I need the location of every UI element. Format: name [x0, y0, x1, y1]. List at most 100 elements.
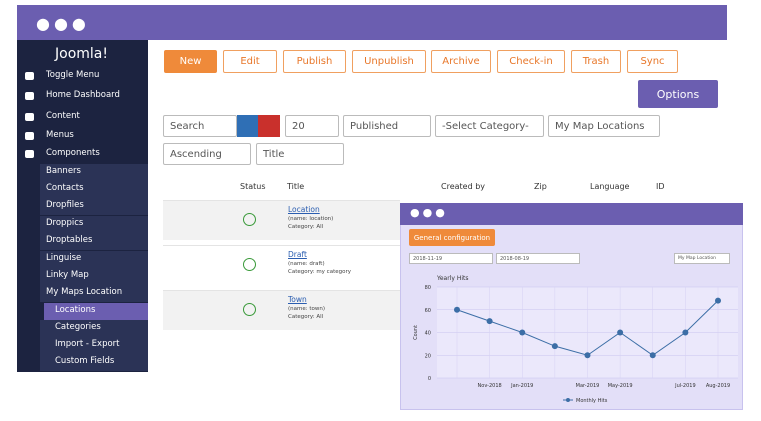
menu-item[interactable]: Linguise: [46, 253, 82, 263]
table-header: ID: [656, 182, 665, 191]
row-category: Category: my category: [288, 269, 351, 275]
menu-item[interactable]: Linky Map: [46, 270, 89, 280]
menu-item[interactable]: Contacts: [46, 183, 84, 193]
filter-field[interactable]: Title: [256, 143, 344, 165]
legend-label: Monthly Hits: [576, 398, 608, 404]
filter-map[interactable]: My Map Locations: [548, 115, 660, 137]
point: [454, 306, 460, 313]
y-tick-label: 40: [425, 331, 431, 337]
menu-icon: [25, 132, 34, 140]
sub-bg: [40, 268, 148, 285]
sub-bg: [40, 216, 148, 233]
point: [551, 343, 558, 350]
menu-item[interactable]: Banners: [46, 166, 81, 176]
menu-icon: [25, 113, 34, 121]
row-title[interactable]: Draft: [288, 250, 307, 259]
table-header: Title: [287, 182, 305, 191]
menu-item[interactable]: Categories: [55, 322, 101, 332]
menu-item[interactable]: Menus: [46, 130, 74, 140]
menu-item[interactable]: My Maps Location: [46, 287, 123, 297]
row-alias: (name: draft): [288, 261, 325, 267]
toolbar-button[interactable]: Archive: [431, 50, 491, 73]
y-tick-label: 0: [428, 376, 431, 382]
point: [682, 329, 689, 336]
menu-item[interactable]: Content: [46, 111, 80, 121]
menu-item[interactable]: Custom Fields: [55, 356, 115, 366]
search-button[interactable]: [237, 115, 258, 137]
menu-item[interactable]: Toggle Menu: [46, 70, 100, 80]
x-tick-label: May-2019: [608, 383, 633, 389]
point: [584, 352, 591, 359]
filter-limit[interactable]: 20: [285, 115, 339, 137]
row-alias: (name: town): [288, 306, 325, 312]
table-header: Status: [240, 182, 266, 191]
sub-bg: [40, 320, 148, 337]
toolbar-button[interactable]: New: [164, 50, 217, 73]
menu-item[interactable]: Home Dashboard: [46, 90, 120, 100]
popup-dots: ●●●: [410, 206, 448, 219]
toolbar-button[interactable]: Publish: [283, 50, 346, 73]
table-row: [163, 200, 400, 240]
y-tick-label: 20: [425, 353, 431, 359]
dots: ●●●: [36, 14, 90, 33]
table-row: [163, 290, 400, 330]
menu-icon: [25, 72, 34, 80]
legend-dot: [566, 398, 570, 402]
sub-bg: [40, 233, 148, 250]
clear-button[interactable]: [258, 115, 280, 137]
point: [617, 329, 624, 336]
filter-status[interactable]: Published: [343, 115, 431, 137]
point: [519, 329, 526, 336]
toolbar-button[interactable]: Unpublish: [352, 50, 426, 73]
row-title[interactable]: Location: [288, 205, 320, 214]
x-tick-label: Jul-2019: [674, 383, 696, 389]
filter-category[interactable]: -Select Category-: [435, 115, 544, 137]
status-icon: [243, 258, 256, 271]
menu-item[interactable]: Import - Export: [55, 339, 120, 349]
point: [715, 297, 721, 304]
filter-order[interactable]: Ascending: [163, 143, 251, 165]
status-icon: [243, 213, 256, 226]
toolbar-button[interactable]: Sync: [627, 50, 678, 73]
menu-icon: [25, 150, 34, 158]
y-axis-label: Count: [413, 325, 419, 340]
sub-bg: [40, 181, 148, 198]
popup-bar: [400, 203, 743, 225]
status-icon: [243, 303, 256, 316]
sub-bg: [40, 285, 148, 302]
menu-item[interactable]: Dropfiles: [46, 200, 84, 210]
brand: Joomla!: [55, 46, 108, 62]
sub-bg: [40, 354, 148, 371]
menu-item[interactable]: Components: [46, 148, 100, 158]
table-header: Zip: [534, 182, 547, 191]
y-tick-label: 80: [425, 285, 431, 291]
menu-item[interactable]: Locations: [55, 305, 96, 315]
toolbar-button[interactable]: Check-in: [497, 50, 565, 73]
config-button[interactable]: General configuration: [409, 229, 495, 246]
window-bar: [17, 5, 727, 40]
row-title[interactable]: Town: [288, 295, 307, 304]
date-from[interactable]: 2018-11-19: [409, 253, 493, 264]
x-tick-label: Mar-2019: [576, 383, 600, 389]
filter-search[interactable]: Search: [163, 115, 237, 137]
table-row: [163, 245, 400, 285]
toolbar-button[interactable]: Trash: [571, 50, 621, 73]
active-item: [44, 303, 148, 320]
row-alias: (name: location): [288, 216, 334, 222]
table-header: Language: [590, 182, 630, 191]
menu-item[interactable]: Droptables: [46, 235, 93, 245]
row-category: Category: All: [288, 314, 324, 320]
chart: Yearly Hits Count 0 20 40 60 80 Nov-2018 Jan-201…: [413, 275, 738, 404]
options-button[interactable]: Options: [638, 80, 718, 108]
menu-item[interactable]: Droppics: [46, 218, 84, 228]
x-tick-label: Aug-2019: [706, 383, 730, 389]
toolbar-button[interactable]: Edit: [223, 50, 277, 73]
sub-bg: [40, 337, 148, 354]
point: [649, 352, 656, 359]
chart-title: Yearly Hits: [436, 275, 469, 282]
sub-bg: [40, 251, 148, 268]
date-to[interactable]: 2018-08-19: [496, 253, 580, 264]
sub-bg: [40, 164, 148, 181]
location-select[interactable]: My Map Location: [674, 253, 730, 264]
